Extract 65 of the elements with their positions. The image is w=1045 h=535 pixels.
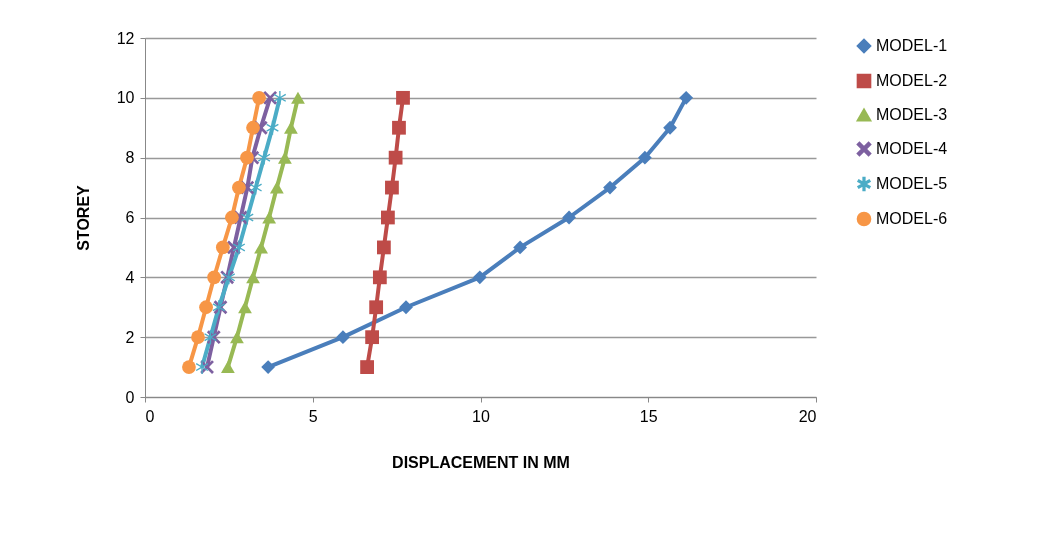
y-axis-title: STOREY bbox=[74, 184, 92, 251]
point bbox=[195, 360, 209, 374]
point bbox=[240, 150, 254, 165]
point bbox=[396, 90, 410, 105]
legend-label: MODEL-2 bbox=[876, 72, 948, 89]
point bbox=[381, 210, 395, 225]
x-tick-label: 10 bbox=[472, 407, 490, 425]
point bbox=[376, 240, 391, 255]
point bbox=[246, 271, 260, 284]
point bbox=[284, 121, 298, 134]
point bbox=[663, 120, 677, 135]
point bbox=[254, 241, 268, 254]
point bbox=[215, 240, 230, 255]
y-tick-label: 6 bbox=[125, 209, 135, 226]
point bbox=[365, 330, 380, 345]
x-tick-label: 15 bbox=[639, 407, 658, 425]
point bbox=[182, 360, 196, 374]
point bbox=[199, 300, 213, 315]
point bbox=[225, 210, 239, 225]
x-tick-label: 20 bbox=[798, 407, 817, 425]
point bbox=[238, 301, 252, 314]
point bbox=[360, 360, 374, 374]
point bbox=[291, 91, 305, 104]
point bbox=[230, 331, 244, 344]
point bbox=[385, 180, 399, 195]
y-tick-label: 12 bbox=[116, 29, 135, 47]
y-tick-label: 10 bbox=[116, 89, 135, 107]
point bbox=[336, 330, 350, 345]
legend-label: MODEL-5 bbox=[876, 175, 948, 192]
point bbox=[257, 150, 271, 165]
point bbox=[232, 180, 246, 195]
x-axis-title: DISPLACEMENT IN MM bbox=[392, 453, 570, 471]
point bbox=[266, 120, 279, 135]
point bbox=[392, 120, 406, 135]
point bbox=[207, 270, 221, 285]
legend-label: MODEL-3 bbox=[876, 106, 948, 123]
y-tick-label: 4 bbox=[125, 268, 135, 286]
point bbox=[252, 90, 266, 105]
y-tick-label: 2 bbox=[125, 328, 135, 346]
point bbox=[220, 361, 235, 374]
point bbox=[472, 270, 487, 285]
point bbox=[369, 300, 384, 315]
x-tick-label: 5 bbox=[308, 407, 318, 425]
point bbox=[273, 90, 287, 105]
point bbox=[262, 211, 277, 224]
point bbox=[261, 360, 276, 374]
legend-label: MODEL-4 bbox=[876, 140, 948, 157]
point bbox=[232, 240, 246, 255]
point bbox=[191, 330, 205, 345]
point bbox=[388, 150, 403, 165]
y-tick-label: 0 bbox=[125, 388, 135, 406]
point bbox=[246, 120, 260, 135]
point bbox=[638, 150, 652, 165]
point bbox=[562, 210, 576, 225]
point bbox=[513, 240, 527, 255]
x-tick-label: 0 bbox=[145, 407, 155, 425]
point bbox=[372, 270, 387, 285]
legend-label: MODEL-6 bbox=[876, 210, 948, 227]
point bbox=[399, 300, 413, 315]
point bbox=[269, 181, 284, 194]
y-tick-label: 8 bbox=[125, 149, 135, 167]
point bbox=[603, 180, 617, 195]
point bbox=[278, 151, 292, 164]
legend-label: MODEL-1 bbox=[876, 37, 948, 54]
point bbox=[679, 90, 694, 105]
